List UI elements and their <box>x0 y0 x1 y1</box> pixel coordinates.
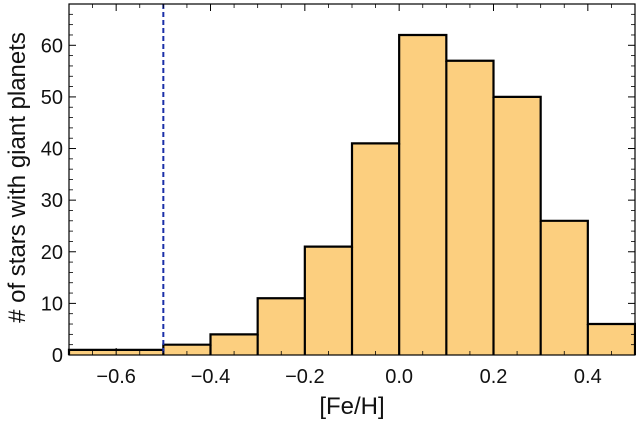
axis-ticks <box>68 3 636 356</box>
histogram-bar <box>304 246 352 355</box>
y-tick-label: 20 <box>41 242 63 264</box>
y-axis-label: # of stars with giant planets <box>4 32 31 323</box>
histogram-bar <box>540 220 588 355</box>
y-tick-label: 60 <box>41 35 63 57</box>
histogram-bar <box>352 143 400 355</box>
histogram-outline <box>67 33 636 355</box>
histogram-bar <box>399 34 447 356</box>
x-tick-label: 0.2 <box>480 366 508 388</box>
x-tick-label: 0.0 <box>385 366 413 388</box>
histogram-bar <box>587 324 635 355</box>
y-tick-label: 50 <box>41 87 63 109</box>
histogram-bar <box>257 298 305 355</box>
x-tick-label: −0.6 <box>96 366 135 388</box>
histogram-bar <box>493 96 541 355</box>
x-tick-label: −0.2 <box>285 366 324 388</box>
x-tick-label: −0.4 <box>191 366 230 388</box>
x-tick-labels: −0.6 −0.4 −0.2 0.0 0.2 0.4 <box>96 366 601 388</box>
histogram-bar <box>446 60 494 355</box>
x-tick-label: 0.4 <box>574 366 602 388</box>
y-tick-label: 10 <box>41 293 63 315</box>
y-tick-label: 30 <box>41 190 63 212</box>
histogram-bar <box>163 344 211 355</box>
y-tick-label: 40 <box>41 139 63 161</box>
x-axis-label: [Fe/H] <box>319 393 384 420</box>
histogram-bar <box>210 334 258 355</box>
y-tick-label: 0 <box>52 345 63 367</box>
histogram-bars <box>67 33 636 356</box>
y-tick-labels: 0 10 20 30 40 50 60 <box>41 35 63 367</box>
